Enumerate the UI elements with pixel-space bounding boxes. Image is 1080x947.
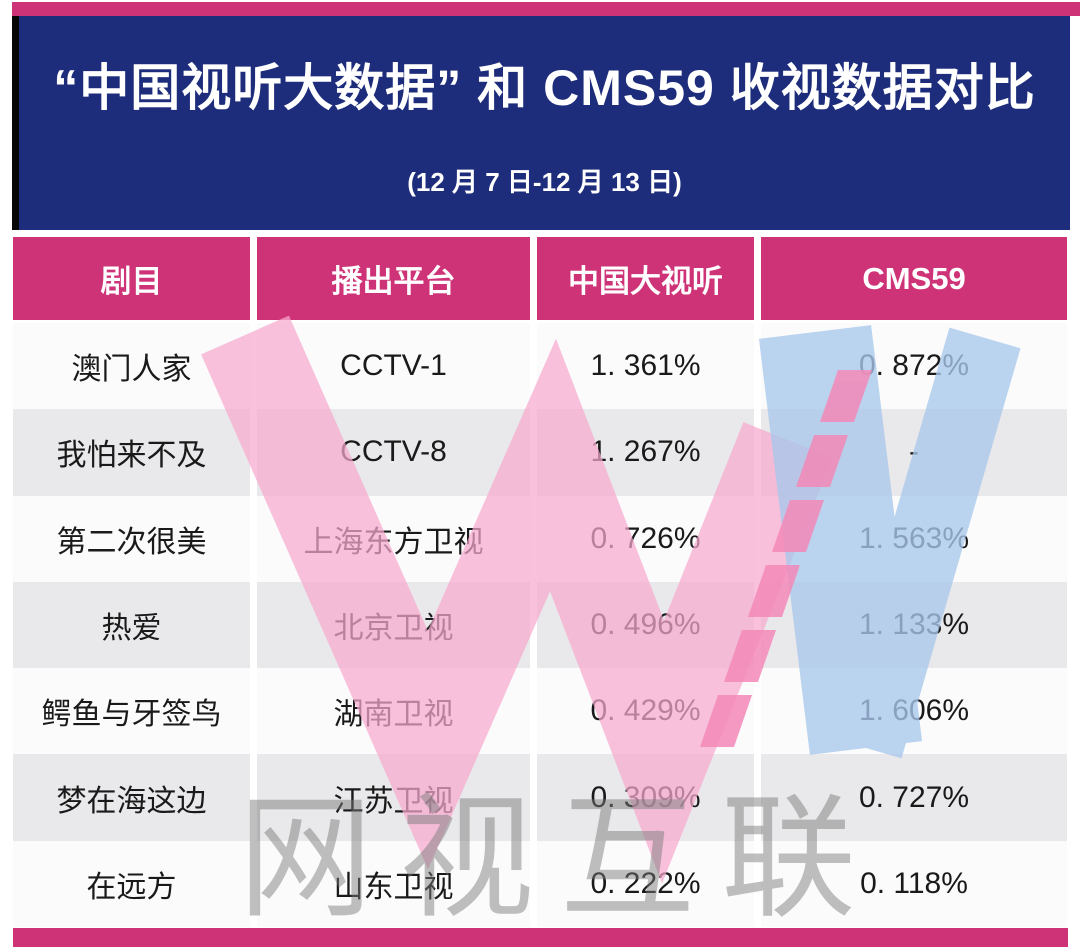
- table-row: 鳄鱼与牙签鸟 湖南卫视 0. 429% 1. 606%: [13, 668, 1067, 755]
- drama-cell: 在远方: [13, 840, 250, 928]
- table-row: 梦在海这边 江苏卫视 0. 309% 0. 727%: [13, 754, 1067, 841]
- china-av-rating-cell: 0. 496%: [537, 581, 754, 669]
- cms59-rating-cell: -: [761, 409, 1067, 496]
- drama-cell: 我怕来不及: [13, 409, 250, 496]
- drama-cell: 梦在海这边: [13, 754, 250, 841]
- cms59-rating-cell: 0. 872%: [761, 323, 1067, 410]
- platform-cell: 山东卫视: [257, 840, 530, 928]
- platform-cell: 上海东方卫视: [257, 495, 530, 582]
- china-av-rating-cell: 0. 309%: [537, 754, 754, 841]
- page-subtitle: (12 月 7 日-12 月 13 日): [407, 166, 682, 197]
- china-av-rating-cell: 0. 726%: [537, 495, 754, 582]
- china-av-rating-cell: 0. 222%: [537, 840, 754, 928]
- platform-cell: 北京卫视: [257, 581, 530, 669]
- china-av-rating-cell: 0. 429%: [537, 668, 754, 755]
- platform-cell: 江苏卫视: [257, 754, 530, 841]
- drama-cell: 澳门人家: [13, 323, 250, 410]
- page-title: “中国视听大数据” 和 CMS59 收视数据对比: [53, 59, 1036, 116]
- platform-cell: CCTV-8: [257, 409, 530, 496]
- platform-cell: CCTV-1: [257, 323, 530, 410]
- cms59-rating-cell: 0. 727%: [761, 754, 1067, 841]
- table-row: 第二次很美 上海东方卫视 0. 726% 1. 563%: [13, 495, 1067, 582]
- cms59-rating-cell: 1. 606%: [761, 668, 1067, 755]
- header-cell-platform: 播出平台: [257, 237, 530, 320]
- header-cell-china-av: 中国大视听: [537, 237, 754, 320]
- cms59-rating-cell: 0. 118%: [761, 840, 1067, 928]
- drama-cell: 第二次很美: [13, 495, 250, 582]
- table-header-row: 剧目 播出平台 中国大视听 CMS59: [13, 237, 1067, 320]
- table-row: 热爱 北京卫视 0. 496% 1. 133%: [13, 581, 1067, 669]
- header-cell-drama: 剧目: [13, 237, 250, 320]
- china-av-rating-cell: 1. 361%: [537, 323, 754, 410]
- top-accent-bar: [12, 2, 1080, 16]
- platform-cell: 湖南卫视: [257, 668, 530, 755]
- drama-cell: 热爱: [13, 581, 250, 669]
- table-row: 澳门人家 CCTV-1 1. 361% 0. 872%: [13, 323, 1067, 410]
- china-av-rating-cell: 1. 267%: [537, 409, 754, 496]
- drama-cell: 鳄鱼与牙签鸟: [13, 668, 250, 755]
- table-row: 我怕来不及 CCTV-8 1. 267% -: [13, 409, 1067, 496]
- bottom-accent-bar: [13, 928, 1068, 947]
- cms59-rating-cell: 1. 563%: [761, 495, 1067, 582]
- table-body: 澳门人家 CCTV-1 1. 361% 0. 872% 我怕来不及 CCTV-8…: [13, 323, 1067, 928]
- table-row: 在远方 山东卫视 0. 222% 0. 118%: [13, 840, 1067, 928]
- comparison-table: 剧目 播出平台 中国大视听 CMS59 澳门人家 CCTV-1 1. 361% …: [13, 237, 1067, 928]
- header-cell-cms59: CMS59: [761, 237, 1067, 320]
- cms59-rating-cell: 1. 133%: [761, 581, 1067, 669]
- title-banner: “中国视听大数据” 和 CMS59 收视数据对比 (12 月 7 日-12 月 …: [12, 16, 1070, 230]
